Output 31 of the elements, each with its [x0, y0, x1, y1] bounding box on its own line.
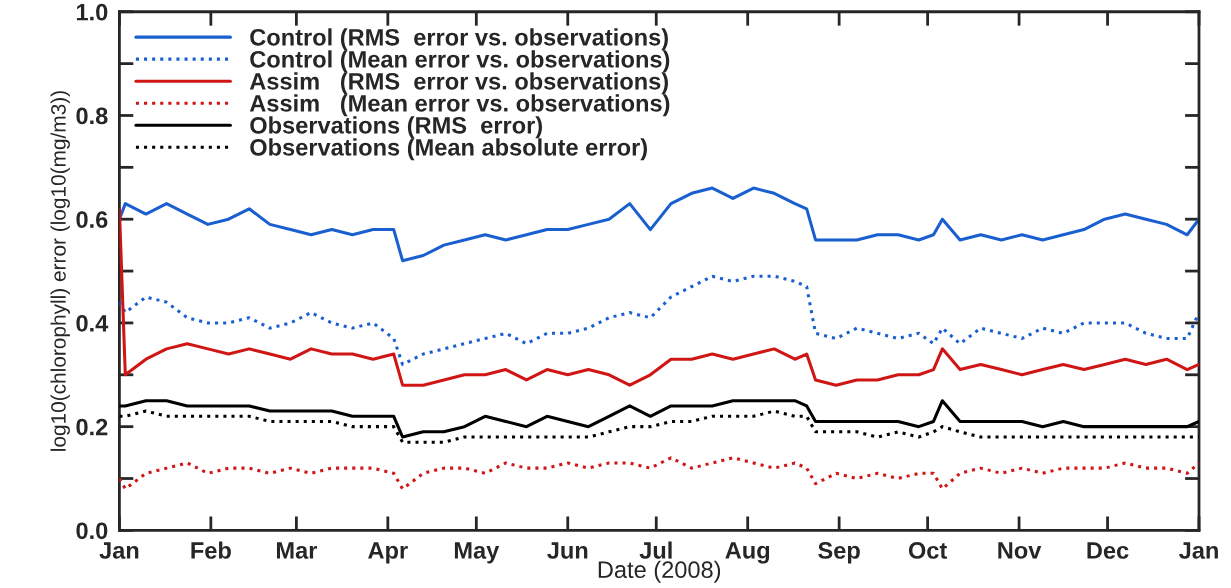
y-tick-label: 0.2	[76, 418, 108, 436]
legend-label: Observations (RMS error)	[250, 116, 542, 139]
x-tick-label: Nov	[998, 542, 1042, 559]
x-tick-label: Dec	[1087, 542, 1129, 559]
x-tick-label: Sep	[818, 542, 860, 564]
legend-label: Control (RMS error vs. observations)	[250, 28, 668, 51]
x-tick-label: Jun	[547, 542, 588, 559]
y-tick-label: 0.8	[76, 107, 108, 125]
x-tick-label: Jan	[99, 542, 139, 559]
x-tick-label: Aug	[725, 542, 770, 564]
x-tick-label: Mar	[276, 542, 318, 559]
x-tick-label: Feb	[191, 541, 231, 559]
line-series	[119, 207, 1199, 387]
legend-label: Control (Mean error vs. observations)	[250, 50, 670, 73]
line-series	[119, 456, 1199, 491]
y-tick-label: 0.6	[76, 211, 108, 228]
x-tick-label: Oct	[908, 542, 948, 559]
x-tick-label: Jul	[639, 541, 672, 559]
y-tick-label: 0.4	[76, 315, 109, 332]
line-series	[119, 186, 1199, 263]
y-tick-label: 1.0	[76, 3, 108, 21]
y-axis-title: log10(chlorophyll) error (log10(mg/m3))	[50, 91, 70, 451]
y-tick-label: 0.0	[76, 522, 108, 540]
line-series	[119, 274, 1199, 366]
legend-label: Observations (Mean absolute error)	[250, 138, 647, 161]
legend-label: Assim (Mean error vs. observations)	[249, 94, 670, 117]
x-tick-label: Jan	[1179, 542, 1218, 559]
x-axis-title: Date (2008)	[598, 560, 721, 583]
legend-label: Assim (RMS error vs. observations)	[249, 72, 668, 95]
x-tick-label: Apr	[368, 542, 408, 564]
x-tick-label: May	[454, 542, 500, 564]
